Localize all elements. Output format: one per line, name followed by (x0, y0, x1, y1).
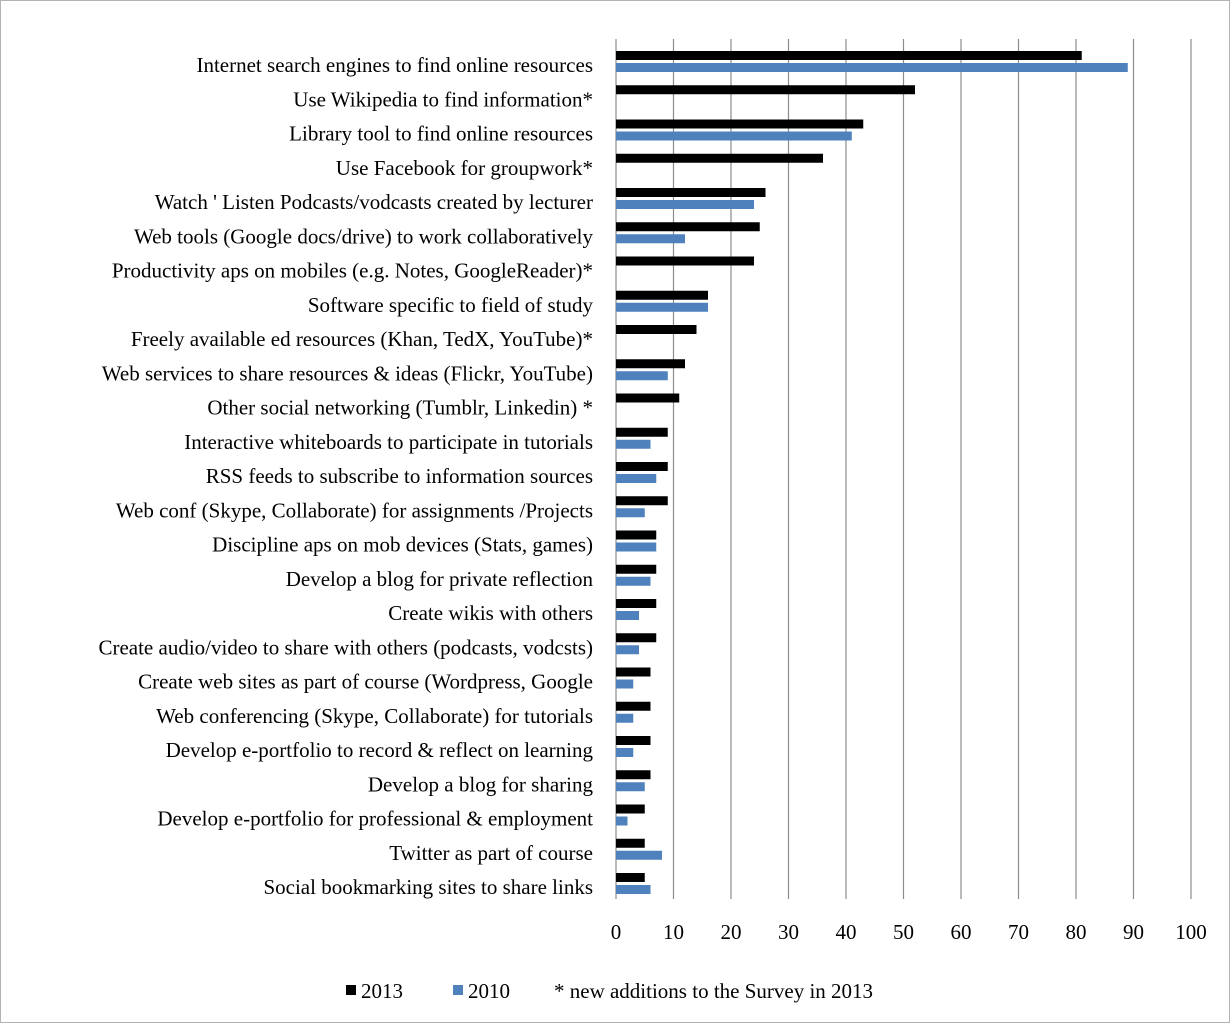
category-label: Develop e-portfolio for professional & e… (157, 807, 593, 831)
bar-2010 (616, 63, 1128, 72)
bar-2010 (616, 713, 634, 723)
category-label: Freely available ed resources (Khan, Ted… (131, 327, 593, 351)
x-tick-label: 20 (721, 920, 742, 944)
x-tick-label: 40 (836, 920, 857, 944)
bars (616, 51, 1128, 894)
bar-2010 (616, 542, 657, 552)
x-axis-ticks: 0 10 20 30 40 50 60 70 80 90 100 (611, 920, 1207, 944)
bar-2013 (616, 256, 754, 266)
x-tick-label: 30 (778, 920, 799, 944)
category-label: Software specific to field of study (308, 293, 594, 317)
category-label: Watch ' Listen Podcasts/vodcasts created… (155, 190, 593, 214)
x-tick-label: 0 (611, 920, 622, 944)
bar-2013 (616, 427, 668, 437)
category-label: Productivity aps on mobiles (e.g. Notes,… (112, 259, 593, 283)
bar-2013 (616, 188, 766, 197)
bar-2013 (616, 290, 708, 300)
category-label: Develop a blog for private reflection (286, 567, 594, 591)
bar-2013 (616, 222, 760, 232)
category-label: Interactive whiteboards to participate i… (184, 430, 593, 454)
category-label: Develop a blog for sharing (368, 772, 594, 796)
bar-2010 (616, 850, 662, 860)
legend: 2013 2010 * new additions to the Survey … (346, 979, 873, 1003)
bar-2013 (616, 393, 680, 403)
gridlines (615, 39, 1192, 899)
bar-2013 (616, 667, 651, 677)
bar-2013 (616, 770, 651, 780)
category-label: Web conf (Skype, Collaborate) for assign… (116, 498, 593, 522)
bar-2013 (616, 701, 651, 711)
x-tick-label: 80 (1066, 920, 1087, 944)
legend-swatch-2013 (346, 985, 356, 995)
category-label: Use Facebook for groupwork* (336, 156, 593, 180)
x-tick-label: 50 (893, 920, 914, 944)
legend-label-2010: 2010 (468, 979, 510, 1003)
bar-2010 (616, 748, 634, 757)
x-tick-label: 60 (951, 920, 972, 944)
x-tick-label: 90 (1123, 920, 1144, 944)
category-label: RSS feeds to subscribe to information so… (206, 464, 593, 488)
legend-note: * new additions to the Survey in 2013 (554, 979, 873, 1003)
category-label: Create web sites as part of course (Word… (138, 670, 593, 694)
category-label: Web conferencing (Skype, Collaborate) fo… (156, 704, 593, 728)
category-label: Internet search engines to find online r… (196, 53, 593, 77)
bar-2013 (616, 51, 1082, 60)
x-tick-label: 100 (1175, 920, 1207, 944)
bar-2010 (616, 782, 645, 792)
bar-2013 (616, 153, 823, 163)
bar-2013 (616, 633, 657, 643)
bar-2013 (616, 599, 657, 608)
category-label: Create audio/video to share with others … (98, 635, 593, 659)
legend-swatch-2010 (453, 985, 463, 995)
bar-2010 (616, 885, 651, 894)
category-label: Library tool to find online resources (289, 122, 593, 146)
bar-2010 (616, 508, 645, 518)
bar-2013 (616, 530, 657, 540)
bar-2013 (616, 564, 657, 574)
bar-2010 (616, 576, 651, 586)
category-label: Use Wikipedia to find information* (293, 87, 593, 111)
category-label: Develop e-portfolio to record & reflect … (166, 738, 594, 762)
bar-2013 (616, 325, 697, 334)
bar-2013 (616, 359, 685, 369)
category-label: Web services to share resources & ideas … (102, 361, 593, 385)
bar-2010 (616, 302, 708, 312)
bar-2013 (616, 873, 645, 882)
bar-2010 (616, 234, 685, 244)
bar-2010 (616, 371, 668, 381)
bar-2010 (616, 611, 639, 620)
bar-2013 (616, 804, 645, 814)
category-label: Discipline aps on mob devices (Stats, ga… (212, 533, 593, 557)
category-label: Web tools (Google docs/drive) to work co… (134, 224, 594, 248)
bar-2010 (616, 645, 639, 655)
legend-label-2013: 2013 (361, 979, 403, 1003)
bar-2010 (616, 474, 657, 483)
bar-2013 (616, 119, 864, 129)
category-label: Social bookmarking sites to share links (263, 875, 593, 899)
bar-2013 (616, 85, 915, 95)
category-label: Twitter as part of course (389, 841, 593, 865)
bar-2010 (616, 679, 634, 689)
category-labels: Internet search engines to find online r… (98, 53, 593, 899)
bar-2013 (616, 736, 651, 745)
bar-2010 (616, 200, 754, 209)
category-label: Create wikis with others (388, 601, 593, 625)
bar-2013 (616, 838, 645, 848)
x-tick-label: 10 (663, 920, 684, 944)
category-label: Other social networking (Tumblr, Linkedi… (207, 396, 593, 420)
bar-2010 (616, 131, 852, 141)
bar-2010 (616, 816, 628, 826)
bar-2013 (616, 496, 668, 506)
bar-2013 (616, 462, 668, 471)
x-tick-label: 70 (1008, 920, 1029, 944)
bar-2010 (616, 439, 651, 449)
